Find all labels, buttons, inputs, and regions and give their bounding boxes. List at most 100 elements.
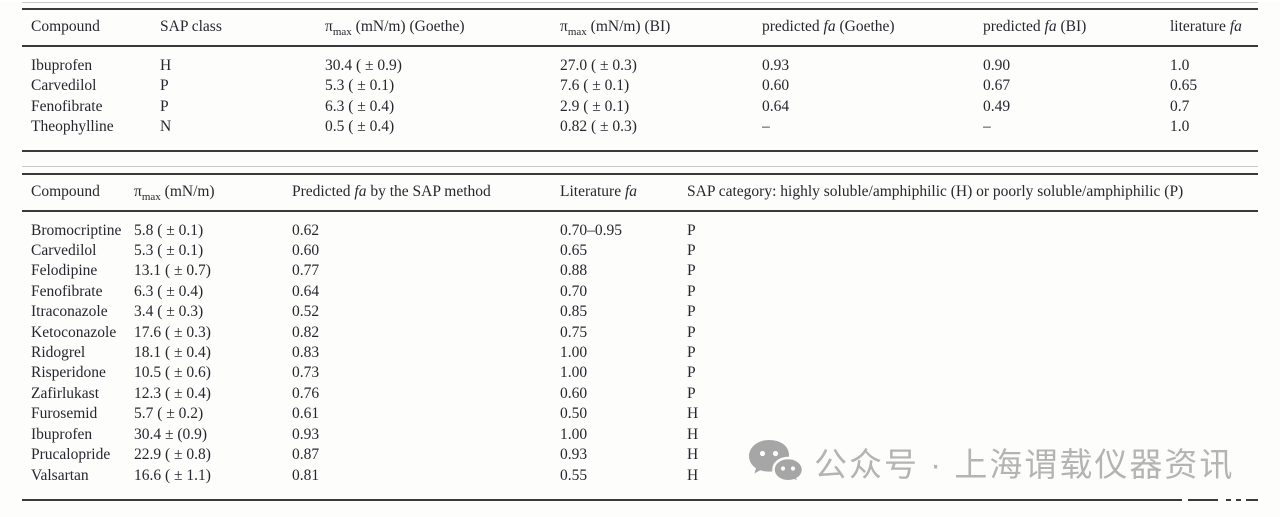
table-cell: P: [687, 323, 696, 341]
col-pimax: πmax (mN/m): [134, 173, 292, 212]
table-2-body: Bromocriptine 5.8 ( ± 0.1) 0.62 0.70–0.95 P C…: [22, 211, 1258, 499]
table-cell: P: [160, 97, 169, 115]
table-cell: 0.62: [292, 221, 320, 239]
table-2: Compound πmax (mN/m) Predicted fa by the…: [22, 172, 1258, 499]
table-cell: Ketoconazole: [31, 323, 117, 341]
table-cell: 2.9 ( ± 0.1): [560, 97, 630, 115]
table-cell: 5.3 ( ± 0.1): [134, 242, 204, 260]
table-cell: Furosemid: [31, 405, 98, 423]
table-cell: Carvedilol: [31, 77, 97, 95]
table-cell: 0.93: [762, 57, 790, 74]
table-cell: 0.65: [1170, 77, 1198, 95]
table-cell: 5.7 ( ± 0.2): [134, 405, 204, 423]
table-cell: 0.60: [762, 77, 790, 95]
table-1-section: Compound SAP class πmax (mN/m) (Goethe) …: [22, 2, 1258, 152]
table-cell: 18.1 ( ± 0.4): [134, 344, 211, 362]
table-row: Ibuprofen H 30.4 ( ± 0.9) 27.0 ( ± 0.3) 0.93…: [22, 46, 1258, 76]
col-literature-fa: literature fa: [1170, 9, 1258, 47]
table-cell: 1.00: [560, 344, 588, 362]
table-1-body: Ibuprofen H 30.4 ( ± 0.9) 27.0 ( ± 0.3) 0.93…: [22, 46, 1258, 151]
table-cell: P: [687, 303, 696, 321]
table-row: Carvedilol 5.3 ( ± 0.1) 0.60 0.65 P: [22, 241, 1258, 261]
table-cell: 6.3 ( ± 0.4): [325, 97, 395, 115]
table-cell: P: [687, 221, 696, 239]
col-predicted-fa: Predicted fa by the SAP method: [292, 173, 560, 212]
table-cell: 0.76: [292, 384, 320, 402]
table-cell: 0.61: [292, 405, 320, 423]
table-cell: P: [687, 364, 696, 382]
table-row: Ibuprofen 30.4 ± (0.9) 0.93 1.00 H: [22, 425, 1258, 445]
table-cell: 1.00: [560, 425, 588, 443]
table-cell: P: [160, 77, 169, 95]
table-cell: H: [687, 466, 699, 484]
table-cell: 0.50: [560, 405, 588, 423]
table-cell: –: [762, 118, 770, 136]
table-cell: Carvedilol: [31, 242, 97, 260]
col-compound: Compound: [22, 173, 134, 212]
rule-dot: [1226, 498, 1231, 501]
table-row: Fenofibrate P 6.3 ( ± 0.4) 2.9 ( ± 0.1) 0.64…: [22, 97, 1258, 117]
table-cell: Valsartan: [31, 466, 89, 484]
table-cell: 10.5 ( ± 0.6): [134, 364, 211, 382]
table-cell: 0.75: [560, 323, 588, 341]
table-row: Furosemid 5.7 ( ± 0.2) 0.61 0.50 H: [22, 404, 1258, 424]
table-cell: Risperidone: [31, 364, 106, 382]
table-cell: 0.70–0.95: [560, 221, 622, 239]
table-cell: 0.64: [762, 97, 790, 115]
table-cell: 0.60: [560, 384, 588, 402]
table-cell: 0.81: [292, 466, 320, 484]
table-cell: 7.6 ( ± 0.1): [560, 77, 630, 95]
table-cell: Theophylline: [31, 118, 114, 136]
table-cell: N: [160, 118, 172, 136]
table-cell: 0.90: [983, 57, 1011, 74]
table-1: Compound SAP class πmax (mN/m) (Goethe) …: [22, 8, 1258, 152]
table-cell: 5.3 ( ± 0.1): [325, 77, 395, 95]
table-2-header-row: Compound πmax (mN/m) Predicted fa by the…: [22, 173, 1258, 212]
table-cell: 0.52: [292, 303, 320, 321]
rule-dash: [1188, 498, 1218, 501]
table-cell: 0.87: [292, 446, 320, 464]
table-cell: H: [687, 405, 699, 423]
table-cell: 13.1 ( ± 0.7): [134, 262, 211, 280]
col-literature-fa: Literature fa: [560, 173, 687, 212]
table-cell: 5.8 ( ± 0.1): [134, 221, 204, 239]
table-cell: 0.93: [292, 425, 320, 443]
table-row: Prucalopride 22.9 ( ± 0.8) 0.87 0.93 H: [22, 445, 1258, 465]
table-cell: P: [687, 344, 696, 362]
rule-solid-segment: [22, 498, 1182, 501]
table-cell: Itraconazole: [31, 303, 108, 321]
table-cell: 1.00: [560, 364, 588, 382]
table-cell: 30.4 ( ± 0.9): [325, 57, 402, 74]
col-sap-class: SAP class: [160, 9, 325, 47]
table-cell: 17.6 ( ± 0.3): [134, 323, 211, 341]
table-cell: 0.82 ( ± 0.3): [560, 118, 637, 136]
table-cell: 0.55: [560, 466, 588, 484]
table-cell: Felodipine: [31, 262, 98, 280]
col-compound: Compound: [22, 9, 160, 47]
table-cell: 27.0 ( ± 0.3): [560, 57, 637, 74]
table-cell: Prucalopride: [31, 446, 111, 464]
table-cell: 0.7: [1170, 97, 1190, 115]
table-cell: 0.85: [560, 303, 588, 321]
rule-dash: [1246, 498, 1258, 501]
table-cell: 0.93: [560, 446, 588, 464]
table-cell: Ibuprofen: [31, 425, 93, 443]
table-cell: 0.65: [560, 242, 588, 260]
table-cell: Ridogrel: [31, 344, 86, 362]
table-cell: H: [687, 446, 699, 464]
table-cell: 30.4 ± (0.9): [134, 425, 208, 443]
table-cell: Fenofibrate: [31, 97, 103, 115]
table-row: Ketoconazole 17.6 ( ± 0.3) 0.82 0.75 P: [22, 323, 1258, 343]
table-row: Valsartan 16.6 ( ± 1.1) 0.81 0.55 H: [22, 466, 1258, 499]
table-cell: 0.73: [292, 364, 320, 382]
table-row: Itraconazole 3.4 ( ± 0.3) 0.52 0.85 P: [22, 302, 1258, 322]
table-cell: P: [687, 242, 696, 260]
table-cell: Bromocriptine: [31, 221, 122, 239]
table-cell: H: [687, 425, 699, 443]
table-cell: 0.83: [292, 344, 320, 362]
table-row: Theophylline N 0.5 ( ± 0.4) 0.82 ( ± 0.3) – –…: [22, 117, 1258, 150]
table-row: Fenofibrate 6.3 ( ± 0.4) 0.64 0.70 P: [22, 282, 1258, 302]
table-cell: 0.88: [560, 262, 588, 280]
table-cell: 0.64: [292, 282, 320, 300]
